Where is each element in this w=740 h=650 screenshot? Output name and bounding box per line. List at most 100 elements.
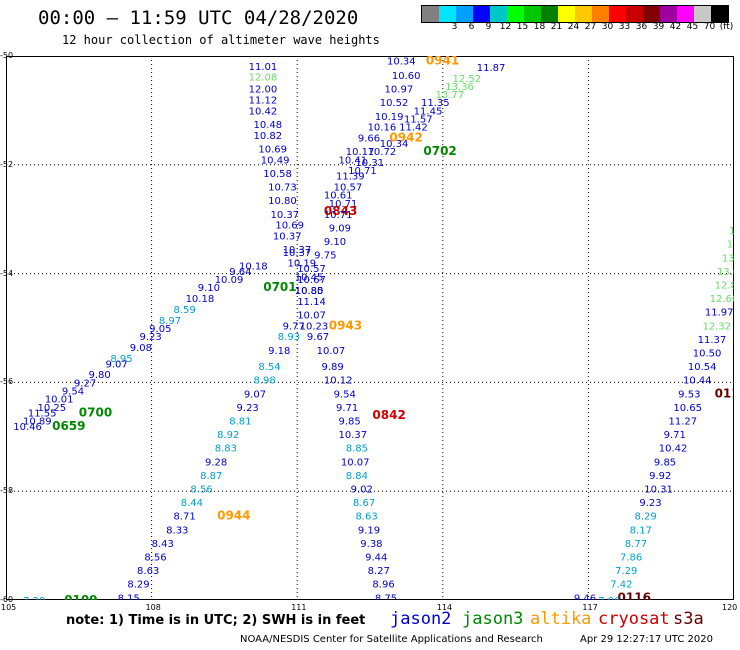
wave-height-value: 11.39 [336,172,365,183]
wave-height-value: 9.10 [324,237,346,248]
wave-height-value: 11.37 [698,335,727,346]
color-swatch [558,6,575,22]
wave-height-value: 12.00 [249,85,278,96]
wave-height-value: 8.27 [368,566,390,577]
color-scale-label: 39 [652,22,665,32]
wave-height-value: 9.77 [283,321,305,332]
pass-time-label: 0702 [423,144,456,158]
wave-height-value: 8.83 [215,444,237,455]
wave-height-value: 8.95 [110,354,132,365]
color-scale-label: 9 [485,22,492,32]
wave-height-value: 8.29 [635,512,657,523]
wave-height-value: 10.07 [317,346,346,357]
color-swatch [575,6,592,22]
wave-height-value: 10.71 [348,166,377,177]
wave-height-value: 10.71 [329,199,358,210]
color-swatch [507,6,524,22]
wave-height-value: 8.85 [346,444,368,455]
wave-height-value: 9.80 [89,370,111,381]
wave-height-value: 7.20 [23,596,45,600]
wave-height-value: 10.34 [387,56,416,67]
wave-height-value: 9.71 [336,403,358,414]
lon-tick-label: 117 [582,603,598,612]
wave-height-value: 10.42 [249,106,278,117]
wave-height-value: 13.36 [445,82,474,93]
wave-height-value: 11.01 [249,62,278,73]
color-swatch [456,6,473,22]
note-text: note: 1) Time is in UTC; 2) SWH is in fe… [66,613,366,628]
wave-height-value: 9.38 [360,539,382,550]
wave-height-value: 9.53 [678,389,700,400]
wave-height-value: 10.07 [341,457,370,468]
wave-height-value: 11.57 [404,115,433,126]
footer-timestamp: Apr 29 12:27:17 UTC 2020 [580,634,713,645]
wave-height-value: 12.08 [249,73,278,84]
lon-tick-label: 120 [722,603,738,612]
wave-height-value: 8.92 [217,430,239,441]
wave-height-value: 9.08 [130,343,152,354]
wave-height-value: 8.67 [353,498,375,509]
wave-height-value: 9.28 [205,457,227,468]
color-scale-label: 6 [468,22,475,32]
color-scale-label: 3 [451,22,458,32]
wave-height-value: 8.54 [258,362,280,373]
pass-time-label: 0941 [426,56,459,67]
wave-height-value: 10.89 [23,416,52,427]
color-scale-label: 27 [584,22,597,32]
color-swatch [677,6,694,22]
wave-height-value: 9.66 [358,134,380,145]
wave-height-value: 10.73 [268,183,297,194]
wave-height-value: 12.9 [729,226,734,237]
wave-height-value: 8.87 [200,471,222,482]
color-swatch [541,6,558,22]
wave-height-value: 9.02 [351,484,373,495]
wave-height-value: 9.09 [329,223,351,234]
wave-height-value: 10.45 [295,272,324,283]
pass-time-label: 0843 [324,204,357,218]
color-scale-label: (ft) [719,22,734,32]
pass-time-label: 0659 [52,419,85,433]
wave-height-value: 11.12 [249,96,278,107]
wave-height-value: 10.12 [324,376,353,387]
page-subtitle: 12 hour collection of altimeter wave hei… [62,33,380,47]
color-swatch [524,6,541,22]
wave-height-value: 7.06 [598,596,620,600]
wave-height-value: 10.09 [215,275,244,286]
wave-height-value: 8.56 [190,484,212,495]
legend-altika: altika [530,609,592,629]
wave-height-value: 9.18 [268,346,290,357]
wave-height-value: 10.31 [644,484,673,495]
wave-height-value: 9.23 [139,332,161,343]
lat-tick-label: -50 [0,51,14,60]
wave-height-value: 12.32 [702,321,731,332]
wave-height-value: 10.65 [673,403,702,414]
wave-height-value: 8.97 [159,316,181,327]
wave-height-value: 7.86 [620,552,642,563]
wave-height-map: 10.34 0941 11.87 10.60 12.52 13.36 10.97 13.77 1… [6,56,734,600]
wave-height-value: 10.50 [693,348,722,359]
color-swatch [439,6,456,22]
color-scale-label: 15 [516,22,529,32]
wave-height-value: 12.85 [715,280,734,291]
legend-cryosat: cryosat [598,609,670,629]
lon-tick-label: 111 [291,603,307,612]
wave-height-value: 9.85 [338,416,360,427]
lat-tick-label: -60 [0,595,14,604]
wave-height-value: 11.27 [668,416,697,427]
wave-height-value: 10.67 [297,275,326,286]
wave-height-value: 10.44 [683,376,712,387]
wave-height-value: 8.63 [355,512,377,523]
wave-height-value: 9.67 [307,332,329,343]
wave-height-value: 12.60 [710,294,734,305]
color-swatch [643,6,660,22]
wave-height-value: 10.48 [254,120,283,131]
wave-height-value: 9.10 [198,283,220,294]
wave-height-value: 9.23 [639,498,661,509]
wave-height-value: 10.97 [385,85,414,96]
wave-height-value: 9.54 [62,387,84,398]
color-scale-label: 30 [601,22,614,32]
wave-height-value: 11.14 [297,297,326,308]
wave-height-value: 9.44 [365,552,387,563]
